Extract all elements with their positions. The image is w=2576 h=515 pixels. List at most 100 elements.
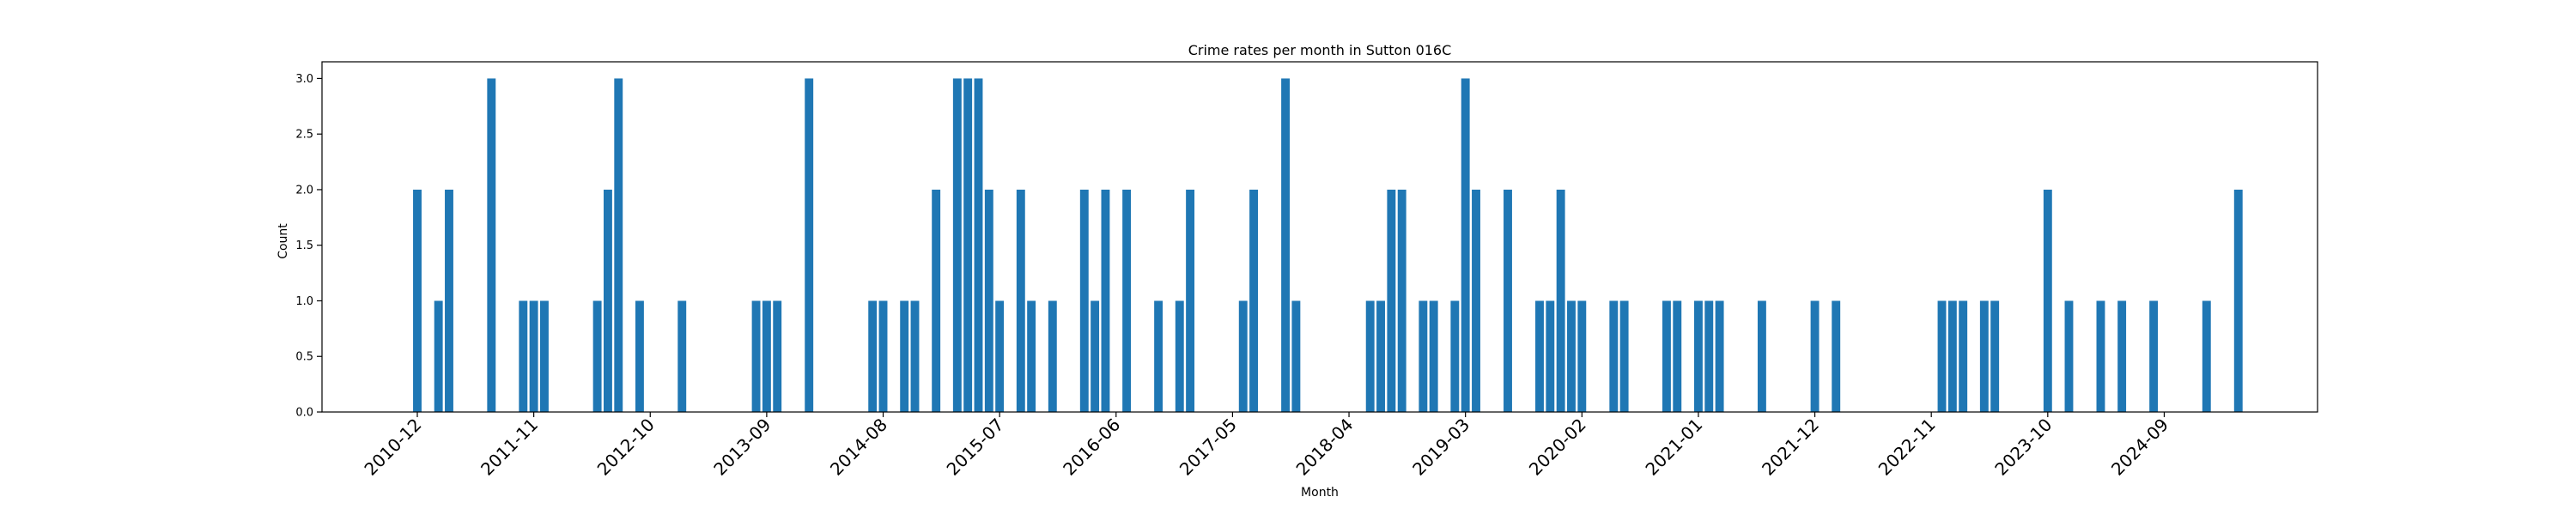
bar-2010-12 — [413, 189, 422, 412]
y-axis-ticks: 0.0 0.5 1.0 1.5 2.0 2.5 3.0 — [295, 73, 322, 420]
y-tick-label: 1.0 — [295, 295, 313, 308]
x-tick-label: 2021-12 — [1758, 415, 1823, 480]
bar-2023-01 — [1947, 300, 1957, 412]
x-tick-label: 2013-09 — [709, 415, 775, 480]
bar-2012-07 — [614, 78, 623, 413]
bar-2012-06 — [603, 189, 612, 412]
bar-2021-07 — [1757, 300, 1766, 412]
bar-2018-08 — [1387, 189, 1396, 412]
bar-2012-09 — [635, 300, 644, 412]
bar-2014-10 — [900, 300, 909, 412]
bar-2019-03 — [1461, 78, 1470, 413]
bar-2019-12 — [1556, 189, 1565, 412]
bar-2020-11 — [1673, 300, 1682, 412]
bar-2020-06 — [1619, 300, 1629, 412]
bar-2021-01 — [1693, 300, 1703, 412]
bar-2018-06 — [1365, 300, 1375, 412]
bar-2011-03 — [445, 189, 453, 412]
bar-2016-04 — [1091, 300, 1100, 412]
bar-2014-08 — [878, 300, 888, 412]
bar-2020-01 — [1567, 300, 1576, 412]
x-tick-label: 2023-10 — [1990, 415, 2056, 480]
bar-2023-10 — [2043, 189, 2052, 412]
bar-2019-07 — [1504, 189, 1512, 412]
bar-2016-10 — [1154, 300, 1163, 412]
bar-2018-07 — [1376, 300, 1385, 412]
bar-2015-03 — [952, 78, 962, 413]
bar-2014-07 — [868, 300, 878, 412]
bar-2023-04 — [1979, 300, 1989, 412]
bar-2011-12 — [540, 300, 549, 412]
y-tick-label: 3.0 — [295, 73, 313, 86]
bar-2023-12 — [2064, 300, 2074, 412]
x-tick-label: 2024-09 — [2107, 415, 2172, 480]
bar-2023-05 — [1990, 300, 2000, 412]
bar-2013-08 — [751, 300, 761, 412]
x-tick-label: 2014-08 — [826, 415, 891, 480]
bar-2024-05 — [2117, 300, 2127, 412]
x-tick-label: 2018-04 — [1292, 415, 1358, 480]
x-tick-label: 2011-11 — [477, 415, 542, 480]
bar-2015-04 — [963, 78, 973, 413]
bar-2013-09 — [762, 300, 771, 412]
bar-2022-02 — [1832, 300, 1841, 412]
bar-2014-01 — [805, 78, 814, 413]
bar-2018-12 — [1429, 300, 1438, 412]
bar-2015-10 — [1027, 300, 1036, 412]
x-tick-label: 2019-03 — [1408, 415, 1473, 480]
bar-2018-11 — [1419, 300, 1428, 412]
bar-2015-07 — [995, 300, 1005, 412]
bar-2014-11 — [910, 300, 920, 412]
bar-2019-02 — [1450, 300, 1460, 412]
bar-2022-12 — [1937, 300, 1947, 412]
bar-2024-08 — [2149, 300, 2159, 412]
bars-group — [413, 78, 2243, 413]
bar-2025-01 — [2202, 300, 2211, 412]
bar-2020-02 — [1577, 300, 1587, 412]
y-tick-label: 1.5 — [295, 239, 313, 252]
bar-2021-03 — [1715, 300, 1724, 412]
bar-2017-07 — [1249, 189, 1259, 412]
x-tick-label: 2020-02 — [1525, 415, 1590, 480]
bar-2015-01 — [932, 189, 941, 412]
bar-2017-11 — [1291, 300, 1301, 412]
x-tick-label: 2016-06 — [1059, 415, 1124, 480]
x-tick-label: 2017-05 — [1176, 415, 1241, 480]
bar-2017-01 — [1186, 189, 1195, 412]
bar-2015-06 — [984, 189, 993, 412]
y-axis-label: Count — [276, 223, 290, 259]
bar-2016-05 — [1101, 189, 1110, 412]
bar-2016-12 — [1175, 300, 1184, 412]
chart-title: Crime rates per month in Sutton 016C — [1188, 42, 1452, 58]
bar-2020-05 — [1609, 300, 1619, 412]
bar-2013-10 — [773, 300, 782, 412]
bar-2015-09 — [1016, 189, 1025, 412]
bar-2023-02 — [1959, 300, 1968, 412]
y-tick-label: 0.0 — [295, 407, 313, 420]
bar-2011-11 — [529, 300, 538, 412]
x-tick-label: 2021-01 — [1641, 415, 1706, 480]
bar-2019-04 — [1472, 189, 1480, 412]
bar-2016-03 — [1079, 189, 1089, 412]
bar-2019-11 — [1546, 300, 1555, 412]
x-tick-label: 2015-07 — [943, 415, 1008, 480]
bar-2016-07 — [1122, 189, 1132, 412]
bar-2012-05 — [592, 300, 602, 412]
bar-2020-10 — [1662, 300, 1671, 412]
bar-2011-10 — [519, 300, 528, 412]
bar-2017-06 — [1238, 300, 1248, 412]
plot-frame — [321, 61, 2318, 413]
bar-2024-03 — [2096, 300, 2105, 412]
bar-2011-02 — [434, 300, 443, 412]
bar-2021-02 — [1704, 300, 1714, 412]
x-tick-label: 2012-10 — [593, 415, 659, 480]
y-tick-label: 2.5 — [295, 129, 313, 142]
bar-2011-07 — [487, 78, 496, 413]
x-axis-label: Month — [1301, 486, 1339, 500]
y-tick-label: 2.0 — [295, 184, 313, 197]
bar-2019-10 — [1535, 300, 1544, 412]
bar-2021-12 — [1810, 300, 1820, 412]
x-axis-ticks: 2010-12 2011-11 2012-10 2013-09 2014-08 2015-… — [360, 412, 2172, 480]
bar-2018-09 — [1397, 189, 1406, 412]
